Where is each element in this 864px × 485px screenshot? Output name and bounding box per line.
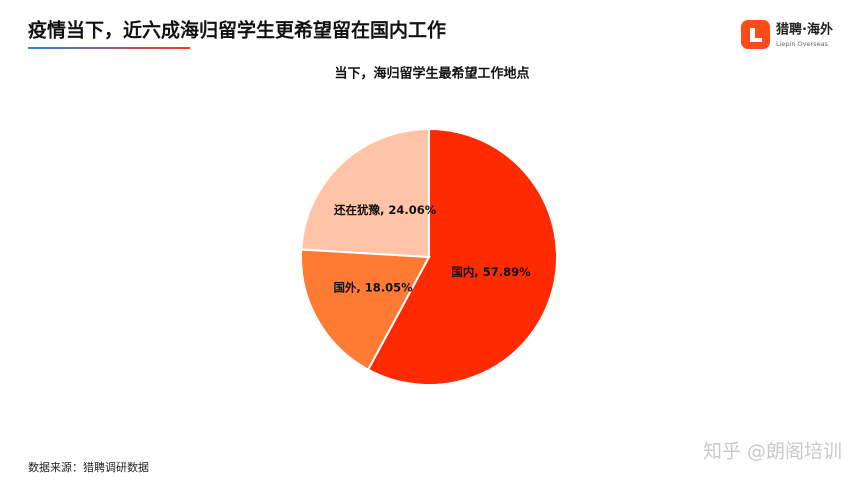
data-label: 还在犹豫, 24.06% (333, 203, 437, 217)
logo-name: 猎聘·海外 (776, 22, 833, 38)
pie: 国内, 57.89% 国外, 18.05% 还在犹豫, 24.06% (300, 127, 558, 386)
logo-subtitle: Liepin Overseas (776, 40, 829, 48)
logo-glyph (750, 28, 762, 42)
pie-slice (300, 127, 430, 259)
pie-slice (366, 127, 558, 386)
page-title: 疫情当下，近六成海归留学生更希望留在国内工作 (28, 19, 446, 42)
chart-title: 当下，海归留学生最希望工作地点 (334, 66, 529, 82)
title-underline (28, 47, 190, 49)
source: 数据来源：猎聘调研数据 (28, 460, 149, 474)
data-label: 国内, 57.89% (451, 265, 531, 279)
pie-slice (300, 248, 431, 371)
watermark: 知乎 @朗阁培训 (703, 441, 842, 463)
data-label: 国外, 18.05% (333, 281, 413, 295)
logo-icon (741, 20, 770, 49)
